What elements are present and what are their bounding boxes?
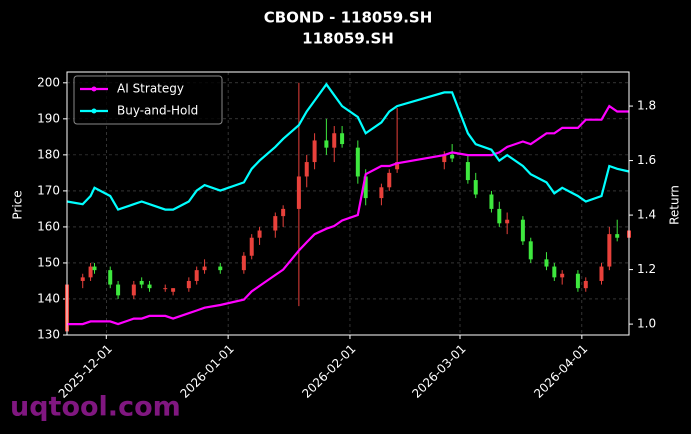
legend-box bbox=[73, 75, 223, 125]
candle-body bbox=[186, 280, 191, 289]
y2-tick-label: 1.2 bbox=[637, 262, 656, 276]
legend-marker bbox=[91, 86, 97, 92]
candle-body bbox=[520, 219, 525, 242]
x-tick-label: 2026-04-01 bbox=[531, 342, 590, 401]
candle-body bbox=[249, 237, 254, 256]
candle-body bbox=[108, 270, 113, 285]
legend-label: AI Strategy bbox=[117, 82, 184, 96]
candle-body bbox=[552, 266, 557, 278]
candle-body bbox=[395, 162, 400, 170]
candle-body bbox=[544, 259, 549, 267]
candle-body bbox=[473, 180, 478, 195]
candle-body bbox=[465, 162, 470, 181]
y-tick-label: 160 bbox=[37, 219, 60, 233]
chart-title: CBOND - 118059.SH bbox=[264, 9, 433, 27]
candle-body bbox=[147, 284, 152, 289]
candle-body bbox=[131, 284, 136, 296]
candle-body bbox=[340, 133, 345, 145]
y2-tick-label: 1.6 bbox=[637, 153, 656, 167]
y-tick-label: 200 bbox=[37, 75, 60, 89]
y-tick-label: 140 bbox=[37, 291, 60, 305]
candle-body bbox=[241, 255, 246, 271]
candle-body bbox=[92, 266, 97, 271]
candle-body bbox=[332, 133, 337, 148]
candle-body bbox=[163, 288, 168, 290]
candle-body bbox=[171, 288, 176, 292]
y-tick-label: 170 bbox=[37, 183, 60, 197]
y-tick-label: 190 bbox=[37, 111, 60, 125]
candle-body bbox=[450, 154, 455, 159]
candle-body bbox=[281, 208, 286, 217]
candle-body bbox=[505, 219, 510, 224]
candle-body bbox=[607, 234, 612, 267]
y-axis-label: Price bbox=[11, 190, 25, 219]
candle-body bbox=[497, 208, 502, 224]
candle-body bbox=[324, 140, 329, 148]
x-tick-label: 2026-02-01 bbox=[299, 342, 358, 401]
return-line bbox=[66, 82, 630, 211]
candle-body bbox=[583, 280, 588, 289]
legend: AI Strategy Buy-and-Hold bbox=[73, 75, 223, 125]
candle-body bbox=[355, 147, 360, 177]
candle-body bbox=[194, 270, 199, 281]
watermark: uqtool.com bbox=[10, 392, 181, 423]
candle-body bbox=[80, 277, 85, 281]
candle-body bbox=[442, 154, 447, 163]
candle-body bbox=[312, 140, 317, 163]
candle-body bbox=[387, 172, 392, 188]
y2-tick-label: 1.8 bbox=[637, 99, 656, 113]
candle-body bbox=[88, 266, 93, 278]
candle-body bbox=[304, 162, 309, 177]
candle-body bbox=[202, 266, 207, 271]
candle-body bbox=[296, 176, 301, 209]
y2-tick-label: 1.0 bbox=[637, 317, 656, 331]
candle-body bbox=[257, 230, 262, 238]
y-tick-label: 180 bbox=[37, 147, 60, 161]
candle-body bbox=[575, 273, 580, 289]
legend-label: Buy-and-Hold bbox=[117, 104, 198, 118]
candle-body bbox=[218, 266, 223, 271]
candle-body bbox=[599, 266, 604, 281]
plot-frame bbox=[66, 71, 630, 336]
candle-body bbox=[615, 234, 620, 238]
y-tick-label: 130 bbox=[37, 328, 60, 342]
candle-body bbox=[560, 273, 565, 278]
y2-tick-label: 1.4 bbox=[637, 208, 656, 222]
x-tick-label: 2026-01-01 bbox=[178, 342, 237, 401]
candle-body bbox=[363, 176, 368, 199]
candle-body bbox=[116, 284, 121, 296]
y2-axis-label: Return bbox=[668, 185, 682, 225]
candle-body bbox=[139, 280, 144, 285]
chart-subtitle: 118059.SH bbox=[302, 30, 394, 48]
x-tick-label: 2026-03-01 bbox=[409, 342, 468, 401]
legend-marker bbox=[91, 108, 97, 114]
y-tick-label: 150 bbox=[37, 255, 60, 269]
candle-body bbox=[273, 216, 278, 231]
return-line bbox=[67, 104, 629, 326]
candle-body bbox=[489, 194, 494, 209]
candle-body bbox=[528, 241, 533, 260]
candle-body bbox=[379, 187, 384, 199]
